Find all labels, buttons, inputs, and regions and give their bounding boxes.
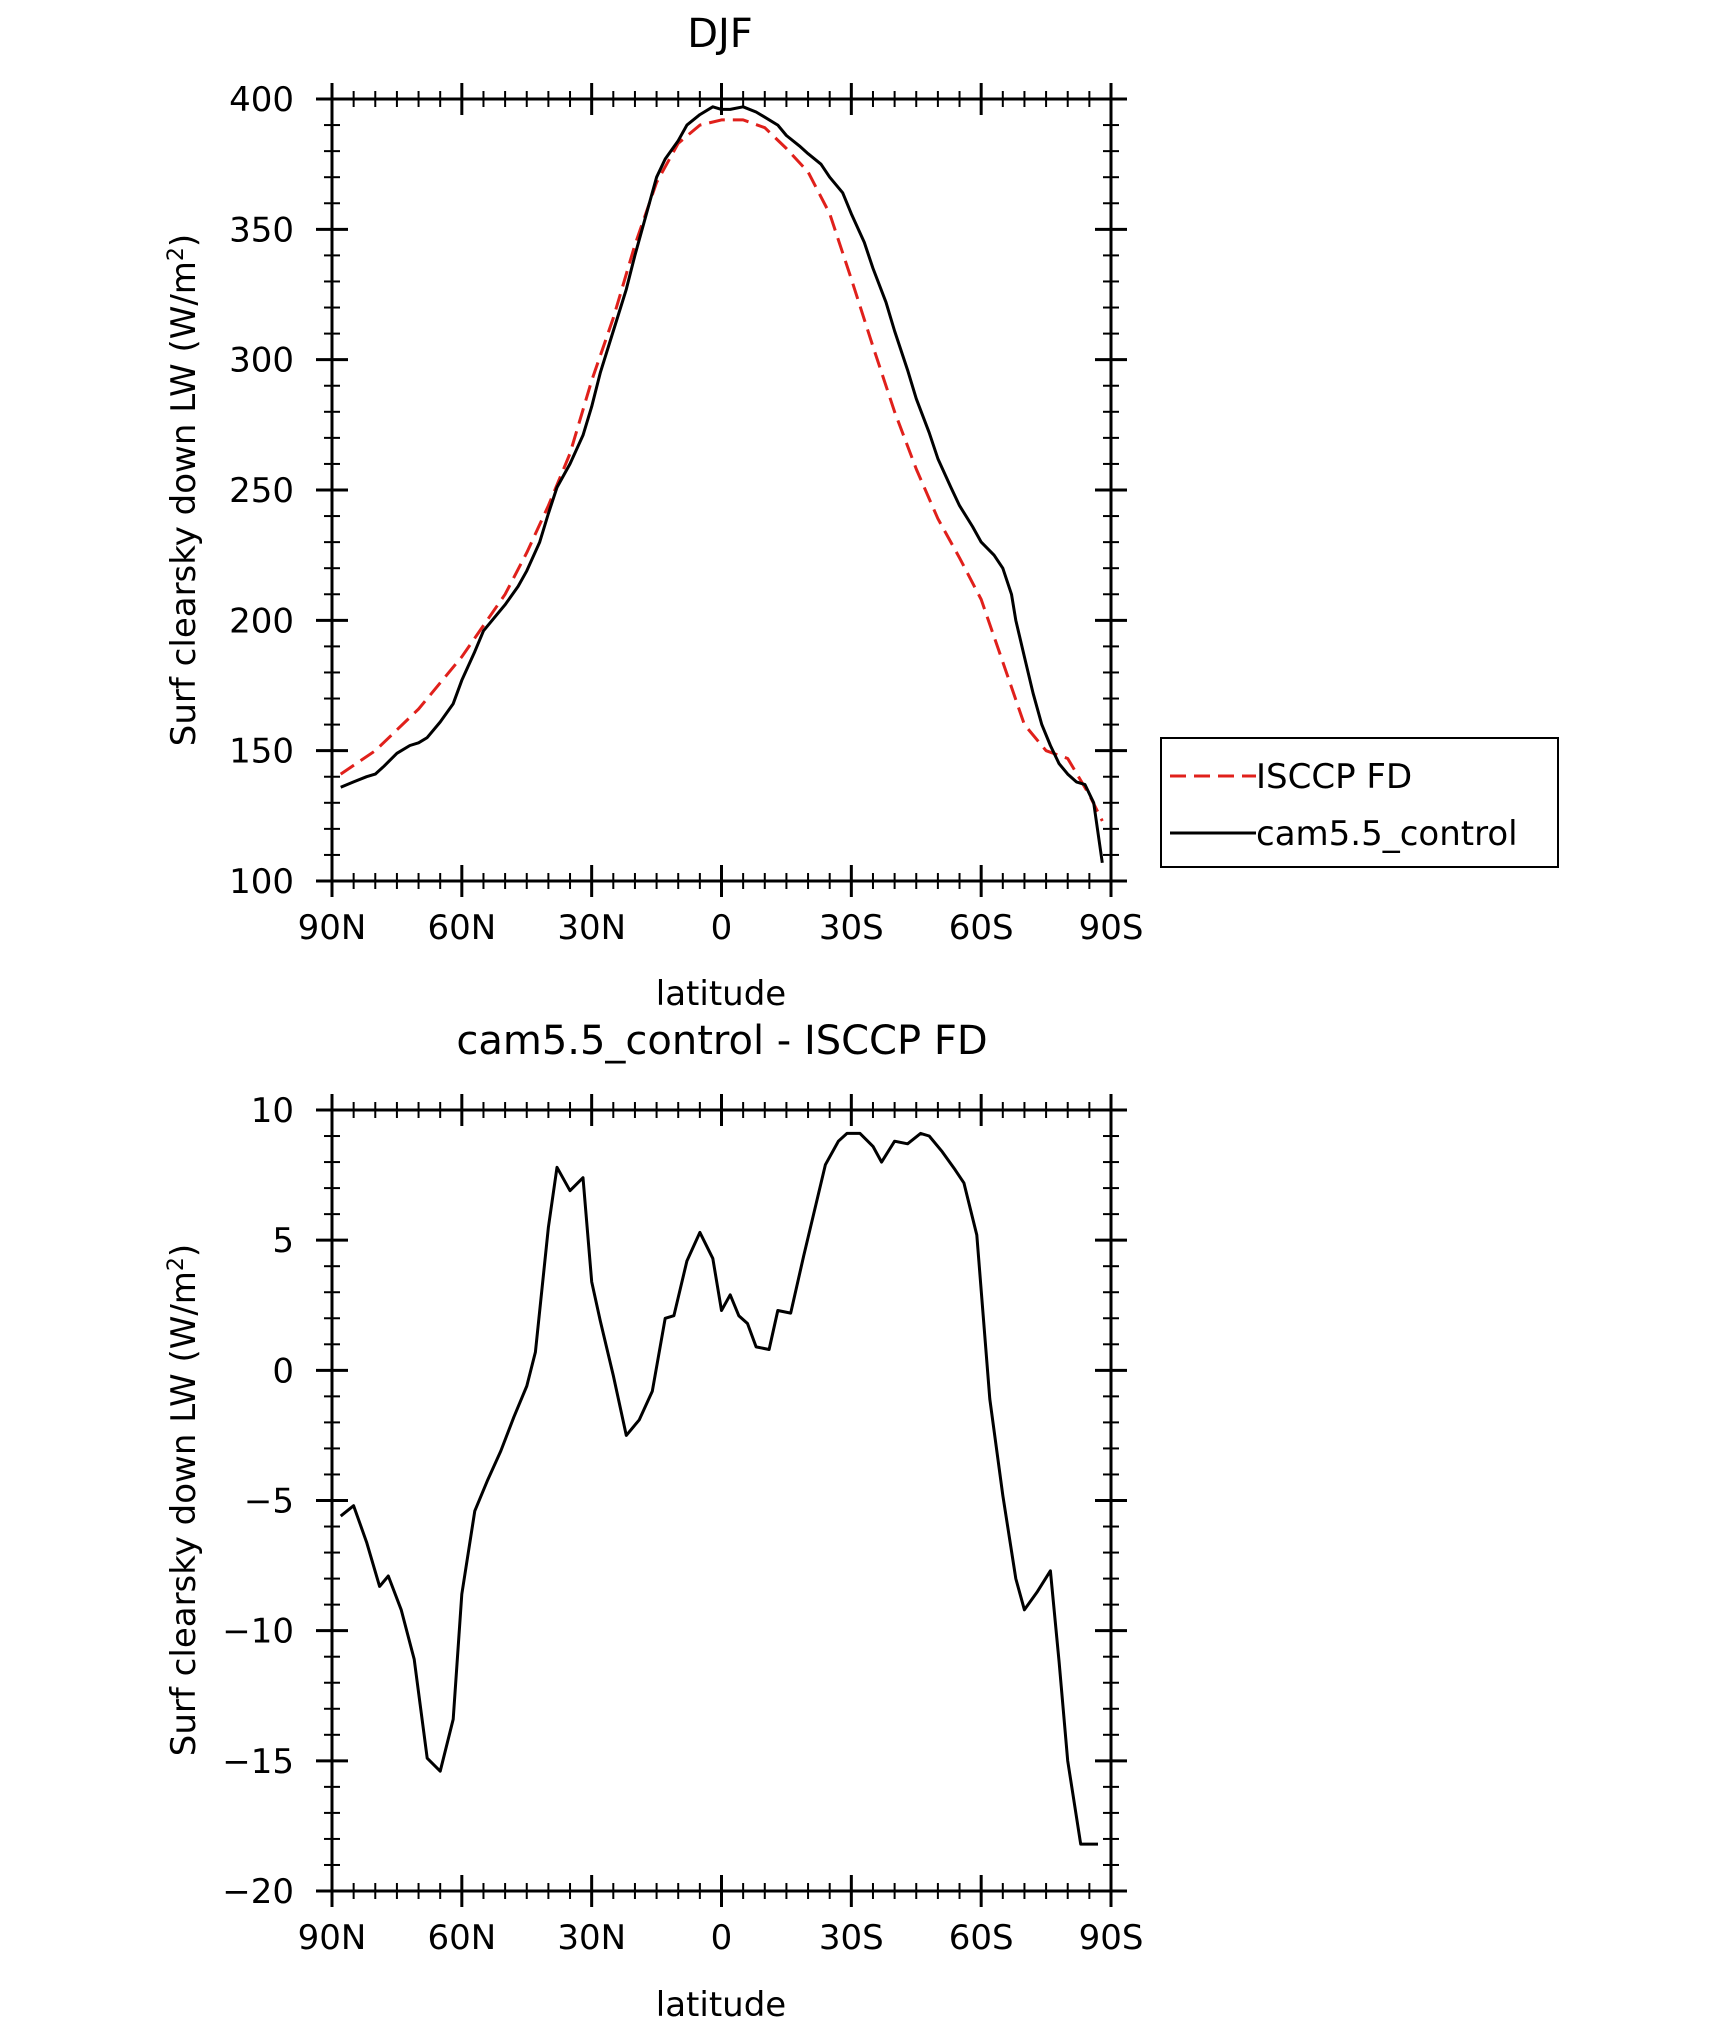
top-y-tick-label: 200	[229, 601, 294, 641]
bottom-y-tick-label: 0	[272, 1351, 294, 1391]
bottom-x-tick-label-30n: 30N	[557, 1918, 626, 1958]
legend-label-cam5-5-control: cam5.5_control	[1256, 814, 1518, 854]
top-x-tick-labels: 90N 60N 30N 0 30S 60S 90S	[298, 908, 1144, 948]
top-major-ticks	[316, 83, 1127, 897]
top-x-tick-label-0: 0	[711, 908, 733, 948]
bottom-x-tick-label-60n: 60N	[427, 1918, 496, 1958]
top-minor-ticks	[324, 91, 1119, 889]
top-y-tick-label: 100	[229, 862, 294, 902]
top-y-tick-label: 150	[229, 732, 294, 772]
top-y-axis-label-superscript: 2	[164, 247, 189, 261]
bottom-y-axis-label-close: )	[164, 1244, 204, 1257]
top-plot-frame	[330, 97, 1113, 883]
bottom-plot-frame	[330, 1108, 1113, 1893]
top-y-tick-label: 250	[229, 471, 294, 511]
top-series-line-cam5-5-control	[340, 105, 1104, 864]
bottom-y-axis-label-superscript: 2	[164, 1257, 189, 1271]
bottom-x-tick-label-30s: 30S	[819, 1918, 884, 1958]
top-series-lines	[339, 105, 1104, 864]
bottom-x-tick-label-0: 0	[711, 1918, 733, 1958]
bottom-panel: cam5.5_control - ISCCP FD 90N 60N 30N 0 30S 6…	[164, 1018, 1143, 2021]
bottom-series-lines	[339, 1131, 1098, 1846]
bottom-y-tick-label: −20	[222, 1872, 294, 1912]
bottom-minor-ticks	[324, 1102, 1119, 1899]
top-chart-title: DJF	[687, 11, 753, 57]
bottom-y-tick-label: 10	[251, 1091, 294, 1131]
bottom-y-tick-label: −10	[222, 1612, 294, 1652]
top-y-tick-label: 300	[229, 341, 294, 381]
top-x-tick-label-30n: 30N	[557, 908, 626, 948]
bottom-major-ticks	[316, 1094, 1127, 1907]
top-y-tick-labels: 100 150 200 250 300 350 400	[229, 80, 294, 902]
bottom-y-tick-label: −15	[222, 1742, 294, 1782]
bottom-x-tick-label-90n: 90N	[298, 1918, 367, 1958]
legend: ISCCP FD cam5.5_control	[1160, 737, 1559, 868]
legend-label-isccp-fd: ISCCP FD	[1256, 757, 1412, 797]
bottom-x-tick-labels: 90N 60N 30N 0 30S 60S 90S	[298, 1918, 1144, 1958]
bottom-y-tick-label: −5	[244, 1482, 294, 1522]
top-x-tick-label-60n: 60N	[427, 908, 496, 948]
bottom-series-line-difference	[339, 1131, 1098, 1846]
top-x-tick-label-30s: 30S	[819, 908, 884, 948]
top-panel: DJF 90N 60N 30N 0 30S 60S 90S 100 150 200 250 300 3…	[164, 11, 1559, 1014]
bottom-chart-title: cam5.5_control - ISCCP FD	[456, 1018, 987, 1064]
top-x-tick-label-90n: 90N	[298, 908, 367, 948]
bottom-y-axis-label-main: Surf clearsky down LW (W/m	[164, 1271, 204, 1756]
top-x-tick-label-90s: 90S	[1079, 908, 1144, 948]
top-series-line-isccp-fd	[339, 118, 1104, 822]
top-y-axis-label-main: Surf clearsky down LW (W/m	[164, 261, 204, 746]
bottom-y-axis-label: Surf clearsky down LW (W/m2)	[164, 1244, 204, 1756]
top-y-tick-label: 400	[229, 80, 294, 120]
legend-box	[1160, 737, 1559, 868]
bottom-x-axis-label: latitude	[656, 1985, 786, 2021]
bottom-y-tick-labels: 10 5 0 −5 −10 −15 −20	[222, 1091, 294, 1912]
bottom-y-tick-label: 5	[272, 1221, 294, 1261]
top-x-tick-label-60s: 60S	[949, 908, 1014, 948]
bottom-x-tick-label-90s: 90S	[1079, 1918, 1144, 1958]
top-y-axis-label: Surf clearsky down LW (W/m2)	[164, 234, 204, 746]
top-x-axis-label: latitude	[656, 974, 786, 1014]
bottom-x-tick-label-60s: 60S	[949, 1918, 1014, 1958]
top-y-axis-label-close: )	[164, 234, 204, 247]
top-y-tick-label: 350	[229, 210, 294, 250]
